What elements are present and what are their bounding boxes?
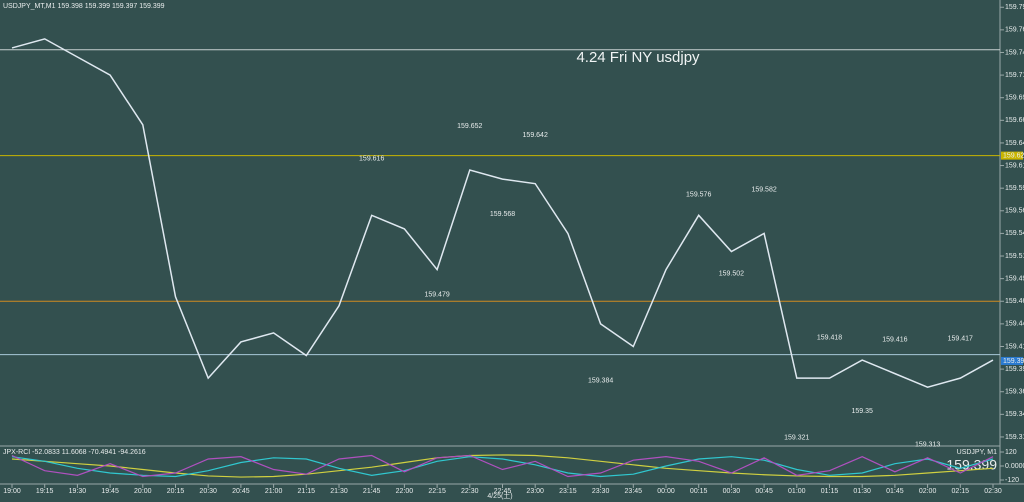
- y-tick-label: 159.590: [1005, 185, 1024, 192]
- y-tick-label: 159.565: [1005, 208, 1024, 215]
- y-tick-label: 159.390: [1005, 366, 1024, 373]
- y-tick-label: 159.740: [1005, 49, 1024, 56]
- price-annotation: 159.35: [851, 408, 873, 415]
- price-annotation: 159.616: [359, 155, 384, 162]
- series-line: [11, 454, 994, 478]
- series-line: [11, 456, 994, 478]
- x-tick-label: 23:45: [625, 488, 643, 495]
- x-tick-label: 19:00: [3, 488, 21, 495]
- x-tick-label: 22:15: [428, 488, 446, 495]
- y-tick-label: 0.00000: [1005, 463, 1024, 470]
- last-price-tag: [1001, 356, 1023, 365]
- y-tick-label: 159.365: [1005, 389, 1024, 396]
- x-tick-label: 00:30: [723, 488, 741, 495]
- x-tick-label: 23:30: [592, 488, 610, 495]
- price-annotation: 159.384: [588, 377, 613, 384]
- level-tag-label: 159.626: [1003, 152, 1024, 159]
- y-tick-label: 159.415: [1005, 343, 1024, 350]
- y-tick-label: 159.540: [1005, 230, 1024, 237]
- price-annotation: 159.642: [523, 132, 548, 139]
- y-tick-label: 159.465: [1005, 298, 1024, 305]
- chart-title: 4.24 Fri NY usdjpy: [576, 49, 700, 66]
- x-tick-label: 00:00: [657, 488, 675, 495]
- y-tick-label: 159.690: [1005, 95, 1024, 102]
- x-tick-label: 19:15: [36, 488, 54, 495]
- x-tick-label: 00:15: [690, 488, 708, 495]
- symbol-line: USDJPY_MT,M1 159.398 159.399 159.397 159…: [3, 3, 165, 10]
- price-annotation: 159.652: [457, 123, 482, 130]
- level-tag: [1001, 151, 1023, 160]
- y-tick-label: 159.340: [1005, 411, 1024, 418]
- x-tick-label: 23:00: [526, 488, 544, 495]
- x-tick-label: 00:45: [755, 488, 773, 495]
- x-tick-label: 01:30: [853, 488, 871, 495]
- y-tick-label: 159.490: [1005, 275, 1024, 282]
- indicator-line: JPX-RCI -52.0833 11.6068 -70.4941 -94.26…: [3, 449, 146, 456]
- x-tick-label: 20:00: [134, 488, 152, 495]
- x-tick-label: 01:15: [821, 488, 839, 495]
- y-tick-label: 159.515: [1005, 253, 1024, 260]
- price-annotation: 159.502: [719, 271, 744, 278]
- x-tick-label: 01:00: [788, 488, 806, 495]
- y-tick-label: 159.615: [1005, 162, 1024, 169]
- x-tick-label: 01:45: [886, 488, 904, 495]
- y-tick-label: 159.665: [1005, 117, 1024, 124]
- x-tick-label: 21:30: [330, 488, 348, 495]
- y-tick-label: 120: [1005, 449, 1017, 456]
- y-tick-label: 159.440: [1005, 321, 1024, 328]
- x-tick-label: 20:45: [232, 488, 250, 495]
- x-tick-label: 20:15: [167, 488, 185, 495]
- x-tick-label: 22:30: [461, 488, 479, 495]
- x-tick-label: 02:30: [984, 488, 1002, 495]
- x-tick-label: 22:00: [396, 488, 414, 495]
- y-tick-label: 159.765: [1005, 27, 1024, 34]
- price-annotation: 159.479: [424, 291, 449, 298]
- y-tick-label: 159.715: [1005, 72, 1024, 79]
- y-tick-label: 159.640: [1005, 140, 1024, 147]
- y-tick-label: 159.790: [1005, 4, 1024, 11]
- x-tick-label: 20:30: [199, 488, 217, 495]
- x-tick-label: 19:45: [101, 488, 119, 495]
- x-tick-label: 02:00: [919, 488, 937, 495]
- x-tick-label: 22:45: [494, 488, 512, 495]
- x-tick-label: 21:00: [265, 488, 283, 495]
- price-annotation: 159.418: [817, 335, 842, 342]
- price-annotation: 159.582: [751, 186, 776, 193]
- date-label: 4/25(土): [487, 491, 512, 500]
- price-annotation: 159.313: [915, 442, 940, 449]
- x-tick-label: 21:15: [298, 488, 316, 495]
- price-annotation: 159.568: [490, 211, 515, 218]
- series-line: [11, 38, 994, 388]
- y-tick-label: -120: [1005, 477, 1019, 484]
- price-annotation: 159.321: [784, 434, 809, 441]
- x-tick-label: 23:15: [559, 488, 577, 495]
- price-annotation: 159.576: [686, 192, 711, 199]
- x-tick-label: 02:15: [952, 488, 970, 495]
- y-tick-label: 159.315: [1005, 434, 1024, 441]
- symbol-tag: USDJPY, M1: [957, 449, 997, 456]
- last-price-label: 159.399: [1003, 358, 1024, 365]
- x-tick-label: 21:45: [363, 488, 381, 495]
- x-tick-label: 19:30: [69, 488, 87, 495]
- price-annotation: 159.416: [882, 336, 907, 343]
- price-annotation: 159.417: [948, 336, 973, 343]
